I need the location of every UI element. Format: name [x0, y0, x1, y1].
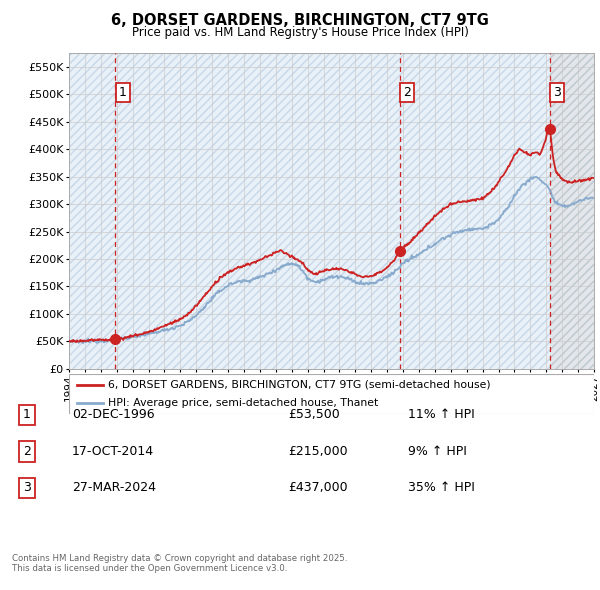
- Text: 2: 2: [403, 86, 411, 99]
- Text: Contains HM Land Registry data © Crown copyright and database right 2025.
This d: Contains HM Land Registry data © Crown c…: [12, 554, 347, 573]
- Text: £53,500: £53,500: [288, 408, 340, 421]
- Text: 1: 1: [23, 408, 31, 421]
- Text: HPI: Average price, semi-detached house, Thanet: HPI: Average price, semi-detached house,…: [109, 398, 379, 408]
- Text: 9% ↑ HPI: 9% ↑ HPI: [408, 445, 467, 458]
- Text: 2: 2: [23, 445, 31, 458]
- Text: £215,000: £215,000: [288, 445, 347, 458]
- Text: 3: 3: [553, 86, 561, 99]
- FancyBboxPatch shape: [69, 374, 594, 414]
- Text: 6, DORSET GARDENS, BIRCHINGTON, CT7 9TG (semi-detached house): 6, DORSET GARDENS, BIRCHINGTON, CT7 9TG …: [109, 380, 491, 390]
- Text: 11% ↑ HPI: 11% ↑ HPI: [408, 408, 475, 421]
- Text: 3: 3: [23, 481, 31, 494]
- Bar: [550, 53, 594, 369]
- Text: 35% ↑ HPI: 35% ↑ HPI: [408, 481, 475, 494]
- Text: 27-MAR-2024: 27-MAR-2024: [72, 481, 156, 494]
- Text: Price paid vs. HM Land Registry's House Price Index (HPI): Price paid vs. HM Land Registry's House …: [131, 26, 469, 39]
- Text: 6, DORSET GARDENS, BIRCHINGTON, CT7 9TG: 6, DORSET GARDENS, BIRCHINGTON, CT7 9TG: [111, 13, 489, 28]
- Text: 1: 1: [119, 86, 127, 99]
- Text: 02-DEC-1996: 02-DEC-1996: [72, 408, 155, 421]
- Text: £437,000: £437,000: [288, 481, 347, 494]
- Text: 17-OCT-2014: 17-OCT-2014: [72, 445, 154, 458]
